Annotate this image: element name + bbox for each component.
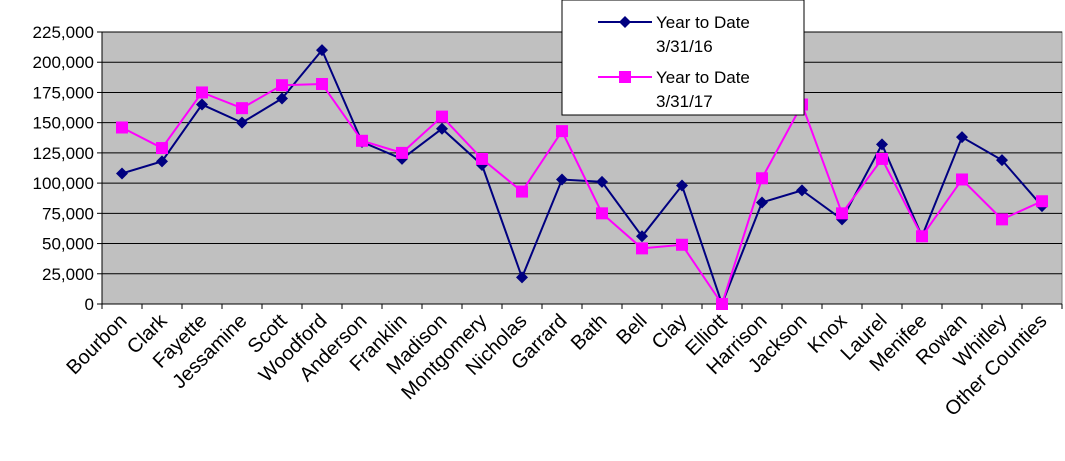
series-group [116, 44, 1048, 310]
data-point [956, 131, 968, 144]
legend-item-2: Year to Date 3/31/17 [598, 68, 750, 111]
data-point [196, 86, 208, 99]
data-point [996, 213, 1008, 226]
x-tick-label: Bell [612, 310, 651, 349]
data-point [396, 146, 408, 159]
data-point [716, 298, 728, 310]
data-point [516, 185, 528, 198]
y-tick-label: 75,000 [42, 204, 94, 223]
legend-marker [619, 71, 631, 83]
data-point [836, 207, 848, 220]
legend-label: Year to Date [656, 13, 750, 32]
data-point [596, 175, 608, 188]
y-tick-label: 25,000 [42, 265, 94, 284]
data-point [756, 196, 768, 209]
y-tick-label: 50,000 [42, 235, 94, 254]
data-point [436, 110, 448, 123]
data-point [556, 173, 568, 186]
x-axis-tick-labels: BourbonClarkFayetteJessamineScottWoodfor… [63, 309, 1052, 420]
data-point [756, 172, 768, 185]
y-tick-label: 175,000 [33, 83, 94, 102]
data-point [596, 207, 608, 220]
legend-label: 3/31/17 [656, 92, 713, 111]
data-point [476, 152, 488, 165]
data-point [676, 238, 688, 251]
data-point [316, 77, 328, 90]
data-point [636, 242, 648, 255]
data-point [436, 122, 448, 135]
data-point [796, 184, 808, 197]
legend-item-1: Year to Date 3/31/16 [598, 13, 750, 56]
series-line [121, 82, 1043, 307]
data-point [196, 98, 208, 111]
data-point [556, 125, 568, 138]
legend-label: Year to Date [656, 68, 750, 87]
legend-marker [619, 16, 631, 28]
y-tick-label: 0 [85, 295, 94, 314]
data-point [156, 155, 168, 168]
data-point [276, 79, 288, 92]
data-point [156, 142, 168, 155]
legend-label: 3/31/16 [656, 37, 713, 56]
y-tick-label: 225,000 [33, 23, 94, 42]
y-tick-label: 125,000 [33, 144, 94, 163]
data-point [516, 271, 528, 284]
data-point [916, 230, 928, 243]
y-tick-label: 150,000 [33, 114, 94, 133]
data-point [676, 179, 688, 192]
y-tick-label: 200,000 [33, 53, 94, 72]
data-point [236, 116, 248, 129]
data-point [356, 134, 368, 147]
y-tick-label: 100,000 [33, 174, 94, 193]
x-tick-label: Bourbon [63, 310, 132, 379]
data-point [1036, 195, 1048, 208]
x-tick-label: Bath [567, 310, 612, 355]
data-point [236, 102, 248, 115]
data-point [316, 44, 328, 57]
data-point [636, 230, 648, 243]
data-point [876, 152, 888, 165]
data-point [116, 121, 128, 134]
data-point [996, 154, 1008, 167]
y-axis-tick-labels: 0 25,000 50,000 75,000 100,000 125,000 150,000… [33, 23, 94, 314]
legend: Year to Date 3/31/16 Year to Date 3/31/17 [561, 0, 805, 116]
data-point [276, 92, 288, 105]
data-point [956, 173, 968, 186]
legend-box [561, 0, 805, 116]
x-axis-ticks [101, 304, 1063, 309]
series-line [121, 48, 1043, 307]
data-point [116, 167, 128, 180]
data-point [876, 138, 888, 151]
series-2 [116, 77, 1048, 310]
